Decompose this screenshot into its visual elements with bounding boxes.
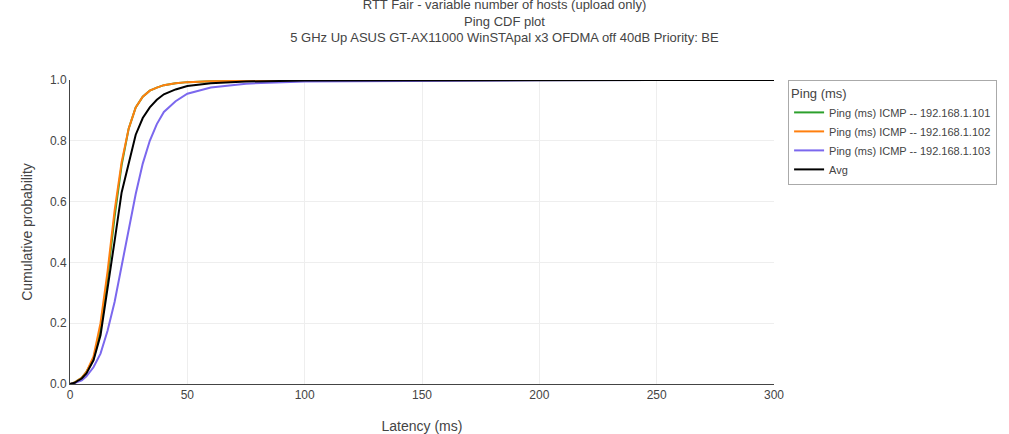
svg-text:RTT Fair - variable number of: RTT Fair - variable number of hosts (upl… [290,0,719,45]
svg-text:Ping (ms) ICMP -- 192.168.1.10: Ping (ms) ICMP -- 192.168.1.101 [829,107,990,119]
svg-text:Ping (ms) ICMP -- 192.168.1.10: Ping (ms) ICMP -- 192.168.1.102 [829,126,990,138]
svg-text:0.0: 0.0 [50,377,67,391]
svg-text:Cumulative probability: Cumulative probability [19,163,35,301]
svg-text:1.0: 1.0 [50,73,67,87]
svg-text:Ping (ms): Ping (ms) [791,86,847,101]
svg-text:0.4: 0.4 [50,256,67,270]
svg-text:50: 50 [181,388,195,402]
svg-text:300: 300 [764,388,784,402]
svg-text:Latency (ms): Latency (ms) [382,418,463,434]
svg-text:250: 250 [647,388,667,402]
svg-text:0: 0 [67,388,74,402]
svg-text:200: 200 [529,388,549,402]
svg-text:0.2: 0.2 [50,316,67,330]
svg-text:0.6: 0.6 [50,195,67,209]
svg-text:150: 150 [412,388,432,402]
svg-text:Avg: Avg [829,164,848,176]
svg-text:Ping (ms) ICMP -- 192.168.1.10: Ping (ms) ICMP -- 192.168.1.103 [829,145,990,157]
svg-text:100: 100 [295,388,315,402]
svg-text:0.8: 0.8 [50,134,67,148]
